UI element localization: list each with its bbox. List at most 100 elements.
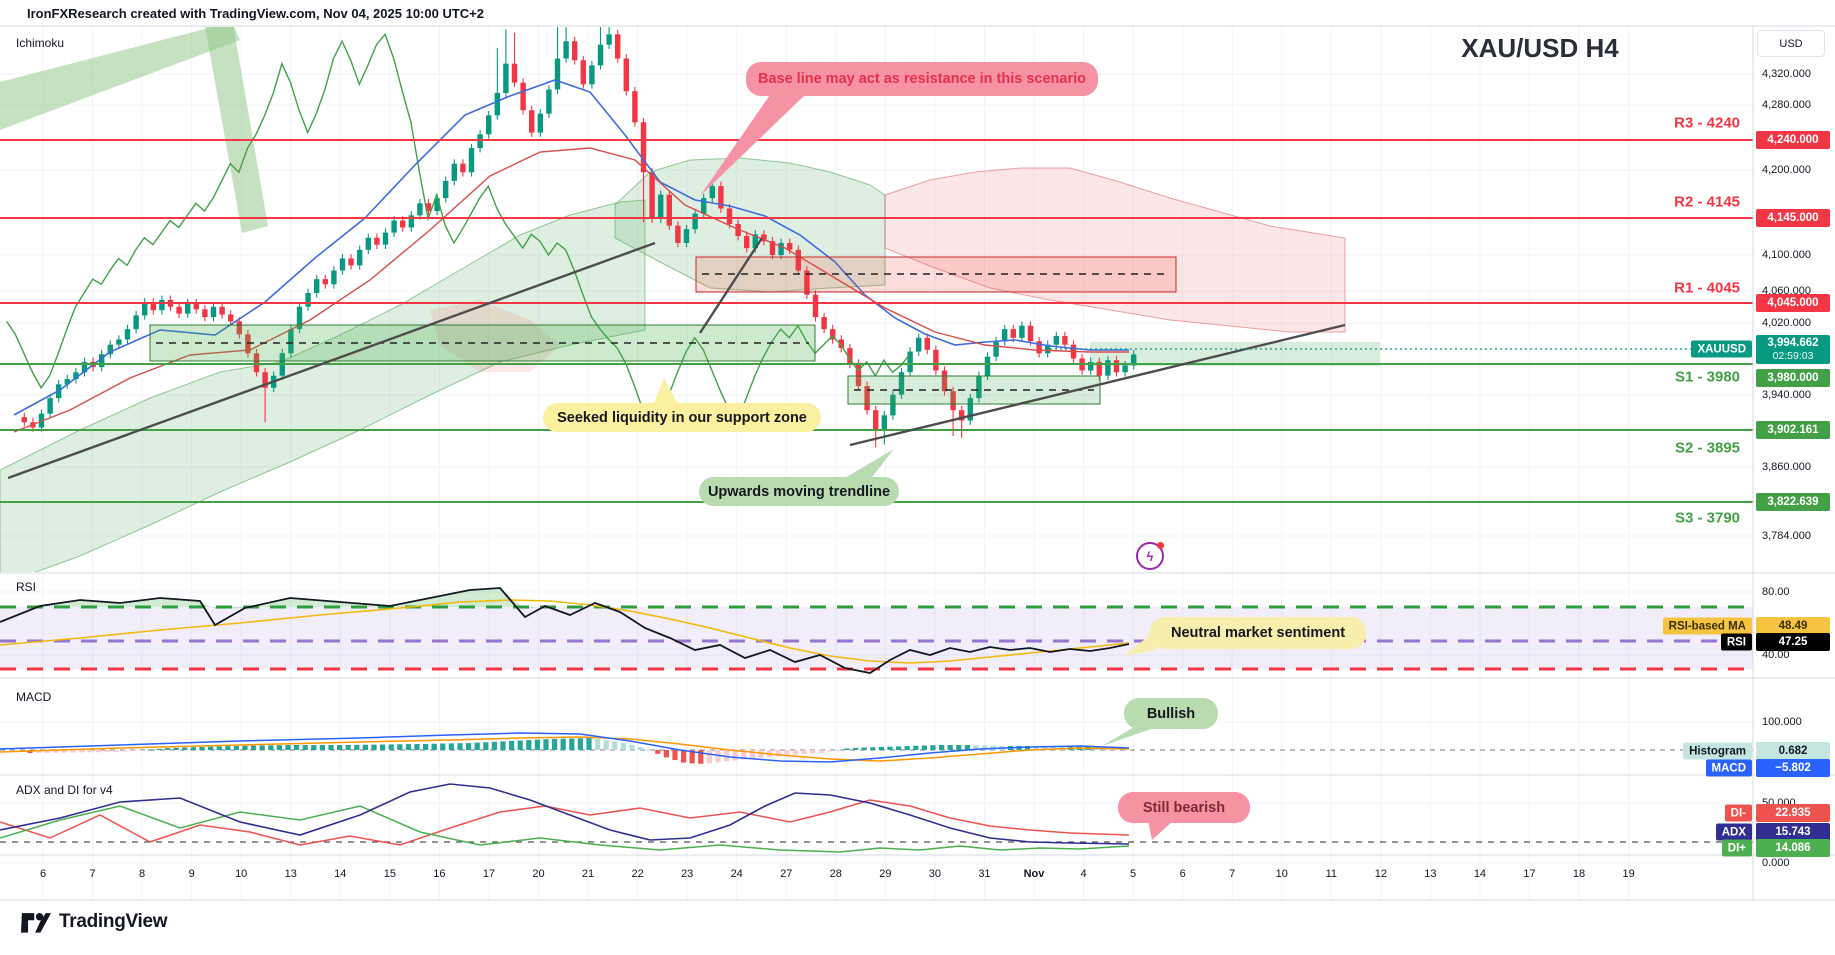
indicator-value-chip: MACD xyxy=(1705,759,1752,777)
time-axis-label[interactable]: 14 xyxy=(334,868,347,880)
time-axis-label[interactable]: 22 xyxy=(631,868,644,880)
axis-price-badge: 14.086 xyxy=(1756,839,1830,857)
time-axis-label[interactable]: 17 xyxy=(1523,868,1536,880)
drawn-wedge-a xyxy=(0,27,240,130)
indicator-value-chip: ADX xyxy=(1715,823,1752,841)
time-axis-label[interactable]: 5 xyxy=(1130,868,1137,880)
trendline-upwards-recent xyxy=(849,323,1346,447)
kumo-left-green xyxy=(0,199,646,572)
indicator-value-chip: RSI-based MA xyxy=(1662,617,1752,635)
time-axis-label[interactable]: 10 xyxy=(1275,868,1288,880)
time-axis-label[interactable]: 16 xyxy=(433,868,446,880)
callout-upwards-trendline[interactable]: Upwards moving trendline xyxy=(699,477,899,506)
rsi-panel xyxy=(0,587,1753,674)
axis-price-badge: 3,902.161 xyxy=(1756,421,1830,439)
time-axis-label[interactable]: 17 xyxy=(482,868,496,880)
time-axis-label[interactable]: 27 xyxy=(780,868,793,880)
time-axis-label[interactable]: 15 xyxy=(383,868,396,880)
price-panel xyxy=(0,27,1753,572)
last-price-value: 3,994.662 xyxy=(1767,337,1819,349)
time-axis-label[interactable]: 20 xyxy=(532,868,545,880)
time-axis-label[interactable]: 18 xyxy=(1572,868,1586,880)
time-axis-label[interactable]: 13 xyxy=(1424,868,1437,880)
time-axis-label[interactable]: 19 xyxy=(1622,868,1635,880)
rsi-ma-line xyxy=(0,599,1130,664)
time-axis-label[interactable]: 28 xyxy=(829,868,842,880)
axis-price-badge: 3,822.639 xyxy=(1756,493,1830,511)
kijun-line xyxy=(13,147,1129,433)
price-tick: 4,200.000 xyxy=(1762,164,1811,176)
pivot-label: R3 - 4240 xyxy=(1674,114,1740,132)
notification-dot xyxy=(1157,542,1164,549)
rsi-pane-label[interactable]: RSI xyxy=(16,580,37,594)
callout-still-bearish[interactable]: Still bearish xyxy=(1118,792,1250,823)
last-price-badge: 3,994.662 02:59:03 xyxy=(1756,335,1830,365)
ichimoku-indicator-label[interactable]: Ichimoku xyxy=(16,36,65,50)
adx-pane-label[interactable]: ADX and DI for v4 xyxy=(16,783,113,797)
price-tick: 4,280.000 xyxy=(1762,99,1811,111)
pivot-label: R1 - 4045 xyxy=(1674,279,1740,297)
lightning-bolt-icon: ϟ xyxy=(1146,548,1154,564)
callout-seeked-liquidity[interactable]: Seeked liquidity in our support zone xyxy=(543,403,821,432)
price-tick: 80.00 xyxy=(1762,586,1790,598)
time-axis-label[interactable]: Nov xyxy=(1023,868,1045,880)
flash-idea-icon[interactable]: ϟ xyxy=(1136,542,1164,570)
bar-countdown: 02:59:03 xyxy=(1772,350,1814,363)
time-axis-label[interactable]: 14 xyxy=(1473,868,1487,880)
time-axis-label[interactable]: 9 xyxy=(188,868,195,880)
still-bearish-tail xyxy=(1148,820,1174,840)
price-tick: 100.000 xyxy=(1762,716,1802,728)
indicator-value-chip: Histogram xyxy=(1683,742,1752,760)
price-tick: 40.00 xyxy=(1762,649,1790,661)
kumo-right-pink xyxy=(884,167,1346,333)
callout-bullish[interactable]: Bullish xyxy=(1124,698,1218,729)
macd-pane-label[interactable]: MACD xyxy=(16,690,52,704)
currency-usd-button[interactable]: USD xyxy=(1757,30,1825,57)
indicator-value-chip: DI+ xyxy=(1721,839,1752,857)
drawn-wedge-b xyxy=(205,27,268,233)
seeked-liquidity-tail xyxy=(652,378,680,408)
axis-price-badge: 0.682 xyxy=(1756,742,1830,760)
axis-price-badge: 22.935 xyxy=(1756,804,1830,822)
time-axis-label[interactable]: 6 xyxy=(1179,868,1186,880)
upwards-trendline-tail xyxy=(838,449,894,482)
callout-baseline-resistance[interactable]: Base line may act as resistance in this … xyxy=(746,62,1098,96)
chikou-span-line xyxy=(6,32,911,431)
indicator-value-chip: RSI xyxy=(1720,633,1752,651)
time-axis-label[interactable]: 31 xyxy=(978,868,991,880)
time-axis-label[interactable]: 24 xyxy=(730,868,743,880)
time-axis-label[interactable]: 8 xyxy=(139,868,146,880)
macd-signal-line xyxy=(0,736,1130,762)
trendline-short-steep xyxy=(698,237,764,334)
time-axis-label[interactable]: 12 xyxy=(1374,868,1387,880)
time-axis-label[interactable]: 6 xyxy=(39,868,47,880)
time-axis-label[interactable]: 7 xyxy=(1229,868,1236,880)
time-axis-label[interactable]: 7 xyxy=(89,868,96,880)
di-plus-line xyxy=(0,805,1130,853)
tradingview-logo-text: TradingView xyxy=(59,911,168,932)
time-axis-label[interactable]: 4 xyxy=(1080,868,1087,880)
time-axis-label[interactable]: 30 xyxy=(928,868,942,880)
time-axis-label[interactable]: 21 xyxy=(581,868,595,880)
grid xyxy=(0,26,1753,900)
axis-price-badge: 3,980.000 xyxy=(1756,369,1830,387)
time-axis-label[interactable]: 13 xyxy=(284,868,297,880)
price-tick: 4,320.000 xyxy=(1762,68,1811,80)
macd-line xyxy=(0,732,1130,763)
baseline-resistance-tail xyxy=(700,92,808,196)
tradingview-logo[interactable]: TradingView xyxy=(21,908,168,936)
axis-price-badge: −5.802 xyxy=(1756,759,1830,777)
pivot-label: S3 - 3790 xyxy=(1674,509,1740,527)
kumo-left-pink xyxy=(430,300,560,372)
price-tick: 4,100.000 xyxy=(1762,249,1811,261)
tradingview-logo-icon xyxy=(21,913,51,933)
time-axis-label[interactable]: 23 xyxy=(681,868,694,880)
pivot-label: R2 - 4145 xyxy=(1674,193,1740,211)
time-axis-label[interactable]: 10 xyxy=(235,868,248,880)
callout-neutral-sentiment[interactable]: Neutral market sentiment xyxy=(1150,617,1366,649)
time-axis-label[interactable]: 29 xyxy=(879,868,892,880)
bullish-tail xyxy=(1102,726,1160,746)
time-axis-label[interactable]: 11 xyxy=(1325,868,1338,880)
